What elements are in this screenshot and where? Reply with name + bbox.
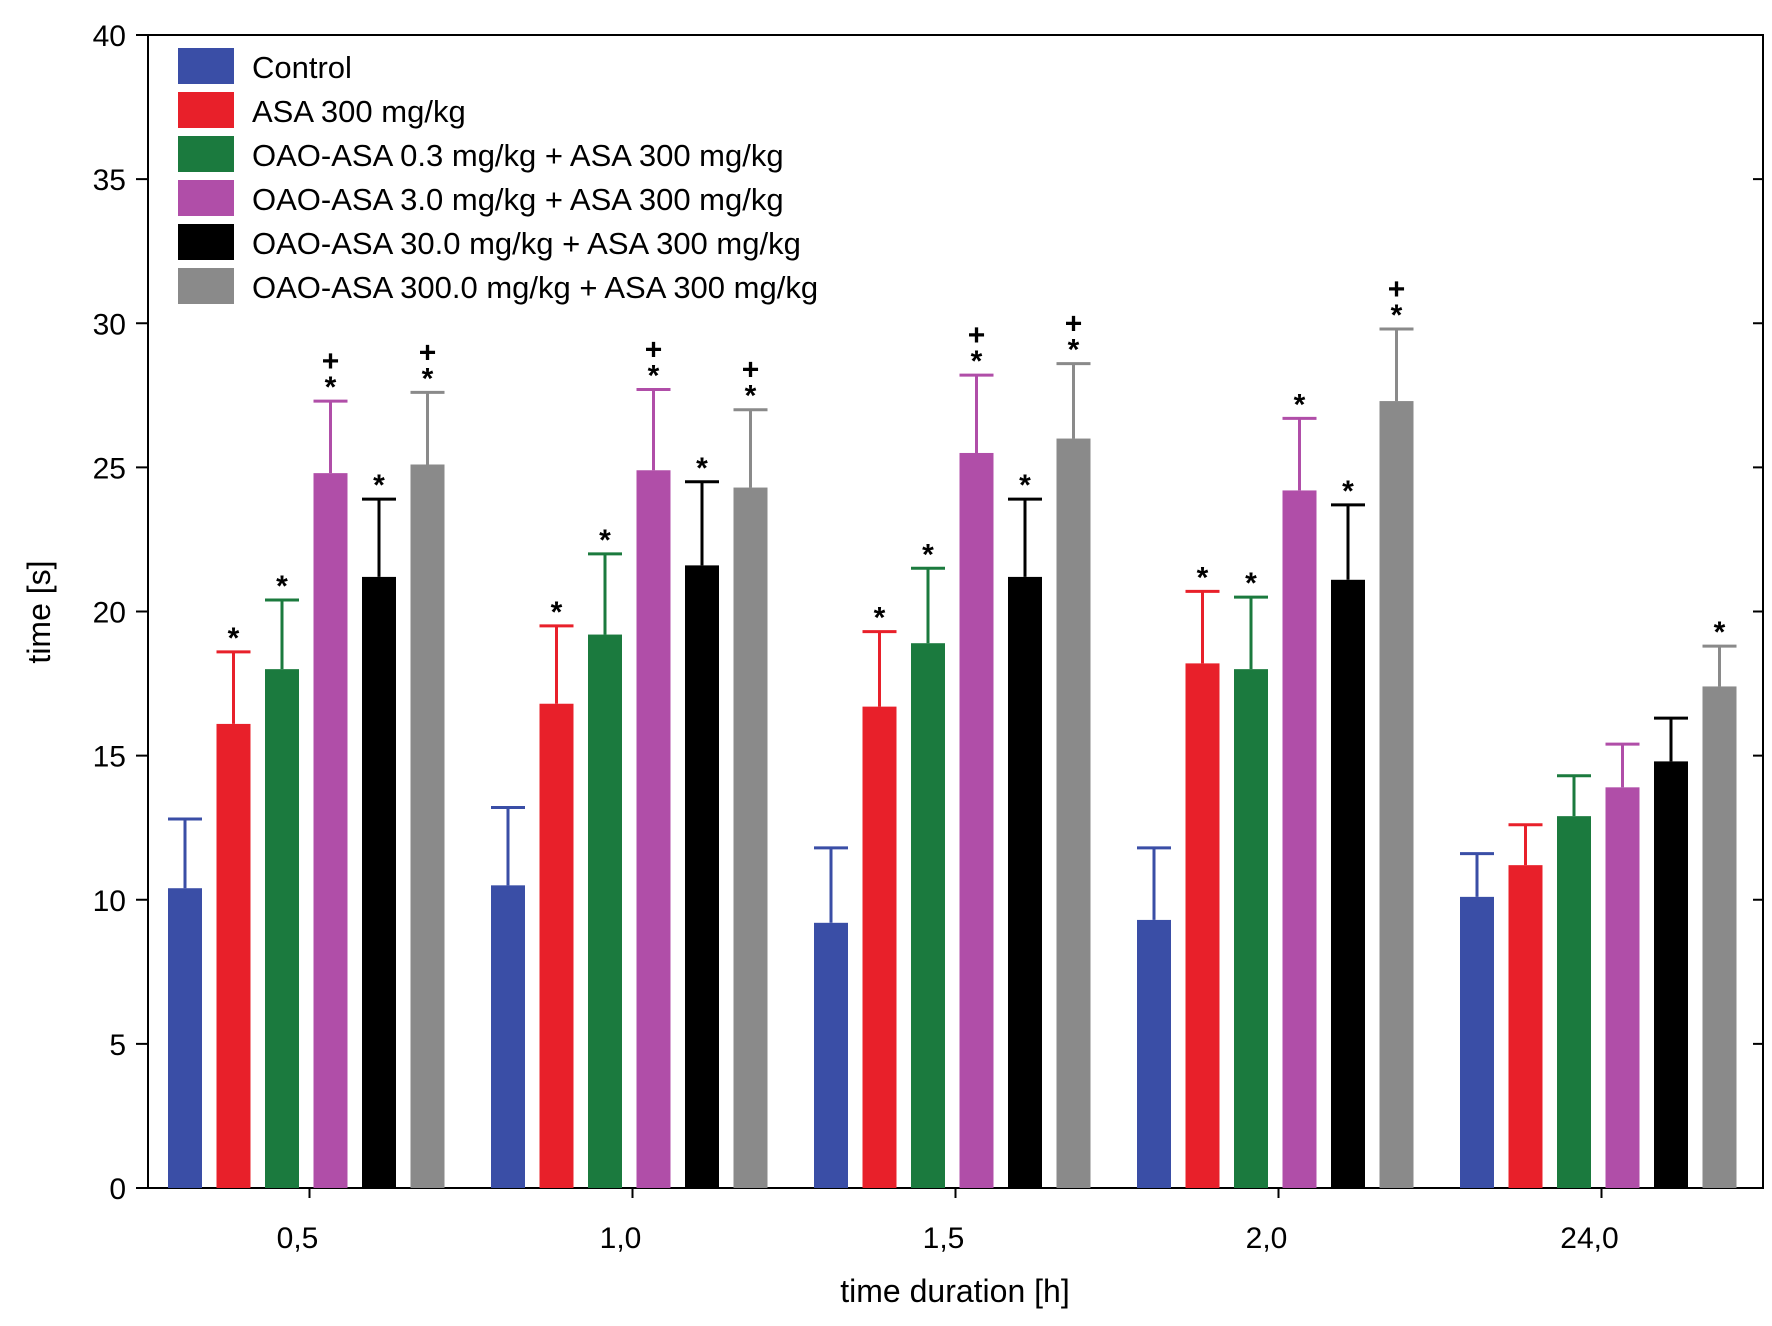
bar bbox=[1137, 919, 1171, 1188]
legend: Control ASA 300 mg/kg OAO-ASA 0.3 mg/kg + … bbox=[178, 48, 818, 305]
significance-star: * bbox=[1245, 567, 1257, 600]
legend-swatch bbox=[178, 180, 234, 216]
significance-star: * bbox=[551, 596, 563, 629]
bar bbox=[1460, 896, 1494, 1188]
bar bbox=[1331, 579, 1365, 1188]
y-tick-label: 15 bbox=[93, 741, 126, 774]
y-tick-label: 20 bbox=[93, 597, 126, 630]
bar bbox=[685, 565, 719, 1188]
legend-swatch bbox=[178, 268, 234, 304]
y-tick-label: 10 bbox=[93, 885, 126, 918]
bar bbox=[1282, 490, 1317, 1188]
x-tick-label: 0,5 bbox=[277, 1222, 319, 1255]
significance-star: * bbox=[648, 360, 660, 393]
significance-star: * bbox=[1294, 388, 1306, 421]
bar bbox=[911, 643, 945, 1188]
bar bbox=[362, 576, 396, 1188]
bar bbox=[410, 464, 445, 1188]
bar bbox=[959, 452, 994, 1188]
x-tick-label: 1,0 bbox=[600, 1222, 642, 1255]
legend-label: ASA 300 mg/kg bbox=[252, 94, 466, 129]
x-tick-label: 24,0 bbox=[1560, 1222, 1618, 1255]
significance-star: * bbox=[971, 345, 983, 378]
bar bbox=[814, 922, 848, 1188]
significance-star: * bbox=[1714, 616, 1726, 649]
significance-plus: + bbox=[1388, 273, 1406, 306]
bar bbox=[588, 634, 622, 1188]
bar bbox=[539, 703, 574, 1188]
y-axis-title: time [s] bbox=[21, 560, 57, 663]
significance-plus: + bbox=[419, 336, 437, 369]
bar bbox=[168, 888, 202, 1188]
y-tick-label: 40 bbox=[93, 20, 126, 53]
bar bbox=[216, 723, 251, 1188]
error-bar-group bbox=[168, 327, 1737, 923]
significance-plus: + bbox=[742, 354, 760, 387]
significance-star: * bbox=[874, 602, 886, 635]
significance-star: * bbox=[373, 469, 385, 502]
bar bbox=[1234, 669, 1268, 1188]
significance-star: * bbox=[276, 570, 288, 603]
significance-star: * bbox=[228, 622, 240, 655]
legend-label: OAO-ASA 30.0 mg/kg + ASA 300 mg/kg bbox=[252, 226, 801, 261]
bar bbox=[1557, 816, 1591, 1188]
bar bbox=[265, 669, 299, 1188]
legend-label: OAO-ASA 0.3 mg/kg + ASA 300 mg/kg bbox=[252, 138, 784, 173]
legend-label: OAO-ASA 3.0 mg/kg + ASA 300 mg/kg bbox=[252, 182, 784, 217]
significance-star: * bbox=[1391, 299, 1403, 332]
bar bbox=[491, 885, 525, 1188]
bar bbox=[1605, 787, 1640, 1188]
bar bbox=[1654, 761, 1688, 1188]
bar bbox=[1185, 663, 1220, 1188]
bar-series-group bbox=[168, 401, 1737, 1188]
y-axis: 0 5 10 15 20 25 30 35 40 bbox=[93, 20, 148, 1206]
significance-star: * bbox=[422, 362, 434, 395]
significance-star: * bbox=[1342, 475, 1354, 508]
y-tick-label: 5 bbox=[109, 1029, 126, 1062]
y-tick-label: 35 bbox=[93, 164, 126, 197]
significance-star: * bbox=[745, 380, 757, 413]
significance-plus: + bbox=[645, 334, 663, 367]
bar bbox=[313, 473, 348, 1188]
bar bbox=[1702, 686, 1737, 1188]
significance-star: * bbox=[1197, 561, 1209, 594]
bar bbox=[1056, 438, 1091, 1188]
bar bbox=[1379, 401, 1414, 1188]
significance-star: * bbox=[922, 538, 934, 571]
x-axis-title: time duration [h] bbox=[840, 1273, 1069, 1309]
right-axis-ticks bbox=[1753, 34, 1763, 1189]
x-tick-label: 1,5 bbox=[923, 1222, 965, 1255]
y-tick-label: 25 bbox=[93, 452, 126, 485]
bar bbox=[636, 470, 671, 1188]
significance-marker-group: ***+**+***+**+***+**+* ****+* bbox=[228, 273, 1726, 655]
x-tick-label: 2,0 bbox=[1246, 1222, 1288, 1255]
legend-swatch bbox=[178, 48, 234, 84]
significance-plus: + bbox=[322, 345, 340, 378]
significance-star: * bbox=[1019, 469, 1031, 502]
significance-star: * bbox=[599, 524, 611, 557]
legend-label: OAO-ASA 300.0 mg/kg + ASA 300 mg/kg bbox=[252, 270, 818, 305]
significance-star: * bbox=[1068, 334, 1080, 367]
y-tick-label: 0 bbox=[109, 1173, 126, 1206]
bar bbox=[1508, 865, 1543, 1188]
legend-label: Control bbox=[252, 50, 352, 85]
bar bbox=[733, 487, 768, 1188]
y-tick-label: 30 bbox=[93, 308, 126, 341]
significance-star: * bbox=[696, 452, 708, 485]
significance-plus: + bbox=[968, 319, 986, 352]
legend-swatch bbox=[178, 136, 234, 172]
significance-plus: + bbox=[1065, 308, 1083, 341]
bar bbox=[1008, 576, 1042, 1188]
legend-swatch bbox=[178, 92, 234, 128]
legend-swatch bbox=[178, 224, 234, 260]
x-axis: 0,5 1,0 1,5 2,0 24,0 bbox=[277, 1188, 1619, 1255]
significance-star: * bbox=[325, 371, 337, 404]
bar bbox=[862, 706, 897, 1188]
